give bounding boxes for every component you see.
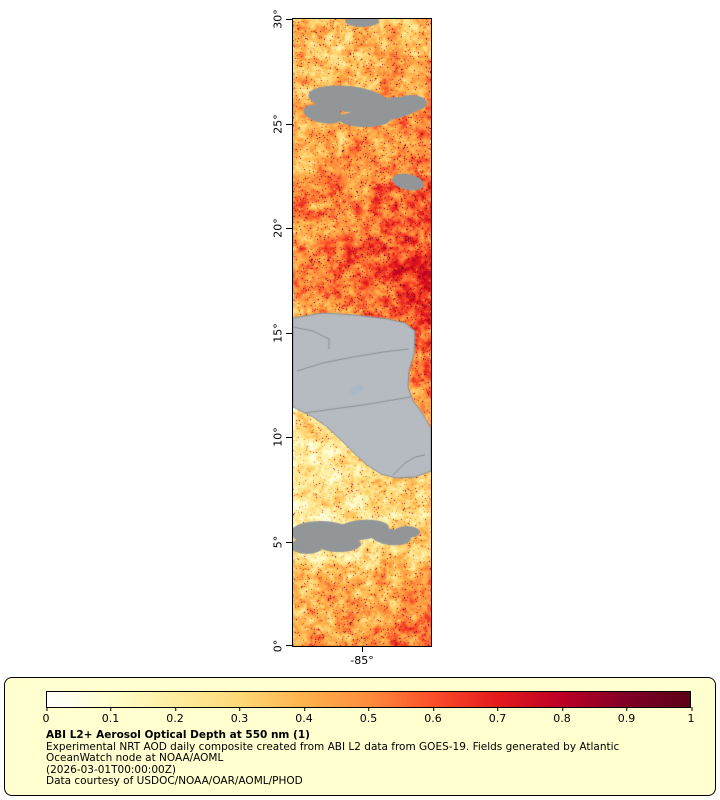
lat-tick-label: 25° bbox=[271, 113, 285, 134]
lat-tick-label: 5° bbox=[271, 535, 285, 548]
colorbar-tick-label: 0.4 bbox=[295, 707, 313, 725]
colorbar-tick-label: 0.9 bbox=[617, 707, 636, 725]
colorbar bbox=[46, 691, 691, 708]
caption: ABI L2+ Aerosol Optical Depth at 550 nm … bbox=[46, 729, 620, 788]
lat-tick-label: 15° bbox=[271, 322, 285, 343]
colorbar-tick-label: 0.1 bbox=[101, 707, 120, 725]
map-area: 30° 25° 20° 15° 10° 5° 0° -85° bbox=[272, 9, 432, 667]
lat-tick bbox=[286, 541, 292, 543]
colorbar-tick-label: 0 bbox=[42, 707, 50, 725]
lon-tick-label: -85° bbox=[350, 654, 374, 667]
caption-line: (2026-03-01T00:00:00Z) bbox=[46, 763, 176, 776]
lat-tick-label: 0° bbox=[271, 639, 285, 653]
lat-tick bbox=[286, 332, 292, 334]
colorbar-tick-label: 0.2 bbox=[166, 707, 184, 725]
colorbar-labels: 0 0.1 0.2 0.3 0.4 0.5 0.6 0.7 0.8 0.9 1 bbox=[42, 707, 695, 725]
legend-panel: 0 0.1 0.2 0.3 0.4 0.5 0.6 0.7 0.8 0.9 1 … bbox=[4, 677, 716, 796]
colorbar-tick-label: 0.7 bbox=[488, 707, 507, 725]
caption-line: Experimental NRT AOD daily composite cre… bbox=[46, 740, 620, 753]
caption-line: Data courtesy of USDOC/NOAA/OAR/AOML/PHO… bbox=[46, 775, 303, 788]
lat-tick bbox=[286, 19, 292, 20]
lat-tick bbox=[286, 228, 292, 229]
lon-tick bbox=[362, 647, 363, 652]
colorbar-tick-label: 1 bbox=[687, 707, 695, 725]
caption-title: ABI L2+ Aerosol Optical Depth at 550 nm … bbox=[46, 729, 310, 741]
lat-tick-label: 30° bbox=[271, 9, 285, 29]
colorbar-tick-label: 0.8 bbox=[553, 707, 571, 725]
aod-map-canvas bbox=[293, 19, 431, 646]
lat-tick bbox=[286, 437, 292, 438]
colorbar-tick-label: 0.3 bbox=[230, 707, 249, 725]
colorbar-gradient bbox=[47, 692, 690, 707]
caption-line: OceanWatch node at NOAA/AOML bbox=[46, 752, 224, 765]
lat-tick bbox=[286, 645, 292, 646]
colorbar-tick-label: 0.5 bbox=[359, 707, 378, 725]
lat-tick bbox=[286, 123, 292, 125]
lat-tick-label: 20° bbox=[271, 218, 285, 238]
lat-tick-label: 10° bbox=[271, 427, 285, 447]
colorbar-tick-label: 0.6 bbox=[424, 707, 442, 725]
